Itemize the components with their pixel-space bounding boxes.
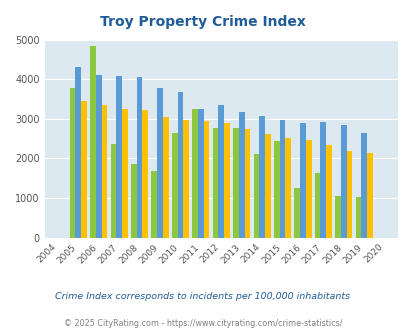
Legend: Troy, Tennessee, National: Troy, Tennessee, National	[98, 326, 343, 330]
Bar	[151, 172, 157, 238]
Bar	[116, 76, 122, 238]
Bar	[314, 173, 320, 238]
Bar	[273, 141, 279, 238]
Bar	[253, 154, 259, 238]
Bar	[355, 197, 360, 238]
Bar	[81, 101, 87, 238]
Bar	[360, 133, 366, 238]
Bar	[157, 88, 162, 238]
Bar	[238, 112, 244, 238]
Bar	[177, 92, 183, 238]
Text: © 2025 CityRating.com - https://www.cityrating.com/crime-statistics/: © 2025 CityRating.com - https://www.city…	[64, 319, 341, 328]
Bar	[162, 117, 168, 238]
Bar	[122, 109, 128, 238]
Bar	[244, 129, 249, 238]
Bar	[198, 109, 203, 238]
Bar	[136, 77, 142, 238]
Bar	[75, 67, 81, 238]
Bar	[131, 164, 136, 238]
Bar	[264, 134, 270, 238]
Text: Troy Property Crime Index: Troy Property Crime Index	[100, 15, 305, 29]
Bar	[366, 153, 372, 238]
Bar	[299, 123, 305, 238]
Bar	[279, 120, 285, 238]
Bar	[171, 133, 177, 238]
Bar	[70, 88, 75, 238]
Bar	[305, 140, 311, 238]
Bar	[142, 110, 148, 238]
Bar	[218, 105, 224, 238]
Bar	[101, 105, 107, 238]
Bar	[90, 46, 96, 238]
Text: Crime Index corresponds to incidents per 100,000 inhabitants: Crime Index corresponds to incidents per…	[55, 292, 350, 301]
Bar	[224, 123, 229, 238]
Bar	[259, 115, 264, 238]
Bar	[335, 196, 340, 238]
Bar	[320, 121, 325, 238]
Bar	[285, 138, 290, 238]
Bar	[346, 151, 352, 238]
Bar	[212, 127, 218, 238]
Bar	[232, 127, 238, 238]
Bar	[294, 188, 299, 238]
Bar	[203, 121, 209, 238]
Bar	[192, 109, 198, 238]
Bar	[340, 125, 346, 238]
Bar	[110, 144, 116, 238]
Bar	[325, 145, 331, 238]
Bar	[96, 75, 101, 238]
Bar	[183, 120, 189, 238]
